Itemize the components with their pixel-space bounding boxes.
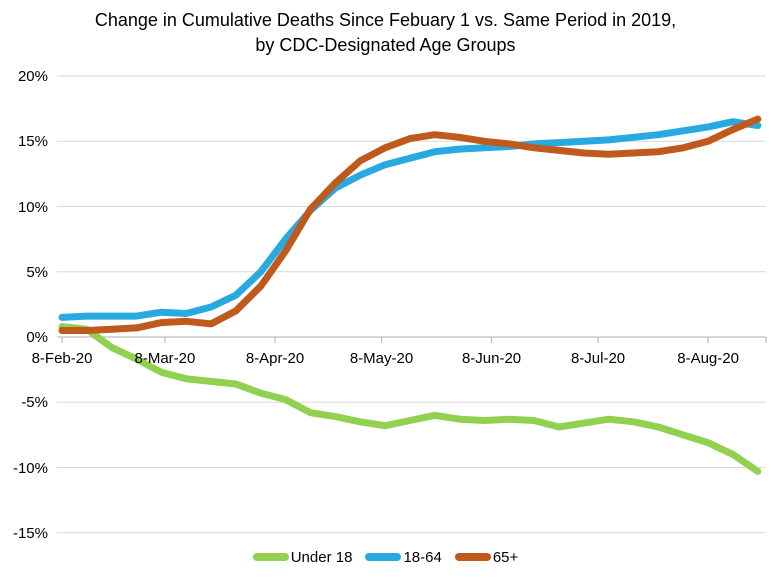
x-axis-label: 8-Jun-20 [461, 350, 522, 367]
x-axis-label: 8-Mar-20 [134, 350, 196, 367]
legend-item-65plus: 65+ [454, 548, 519, 566]
series-line-under-18 [58, 323, 762, 475]
y-axis-label: -5% [21, 394, 48, 412]
x-axis-label: 8-Jul-20 [570, 350, 626, 367]
legend-label-under-18: Under 18 [290, 548, 353, 566]
x-axis-label: 8-Feb-20 [31, 350, 93, 367]
legend: Under 18 18-64 65+ [0, 544, 771, 570]
y-axis-label: -10% [12, 459, 48, 477]
chart-title: Change in Cumulative Deaths Since Febuar… [94, 10, 677, 55]
legend-swatch-65plus [454, 553, 491, 561]
x-axis-label: 8-Apr-20 [245, 350, 305, 367]
series-line-65plus [58, 115, 762, 334]
legend-item-under-18: Under 18 [252, 548, 353, 566]
x-axis-label: 8-May-20 [349, 350, 414, 367]
series-line-18-64 [58, 118, 762, 321]
y-axis-label: 5% [26, 263, 48, 281]
y-axis-label: 15% [17, 133, 48, 151]
x-axis-label: 8-Aug-20 [677, 350, 739, 367]
y-axis-label: 10% [17, 198, 48, 216]
y-axis-label: 0% [26, 329, 48, 346]
legend-item-18-64: 18-64 [365, 548, 442, 566]
legend-label-18-64: 18-64 [403, 548, 442, 566]
legend-swatch-18-64 [365, 553, 402, 561]
legend-swatch-under-18 [252, 553, 289, 561]
y-axis-label: 20% [17, 68, 48, 85]
y-axis-label: -15% [12, 524, 48, 542]
legend-label-65plus: 65+ [492, 548, 519, 566]
